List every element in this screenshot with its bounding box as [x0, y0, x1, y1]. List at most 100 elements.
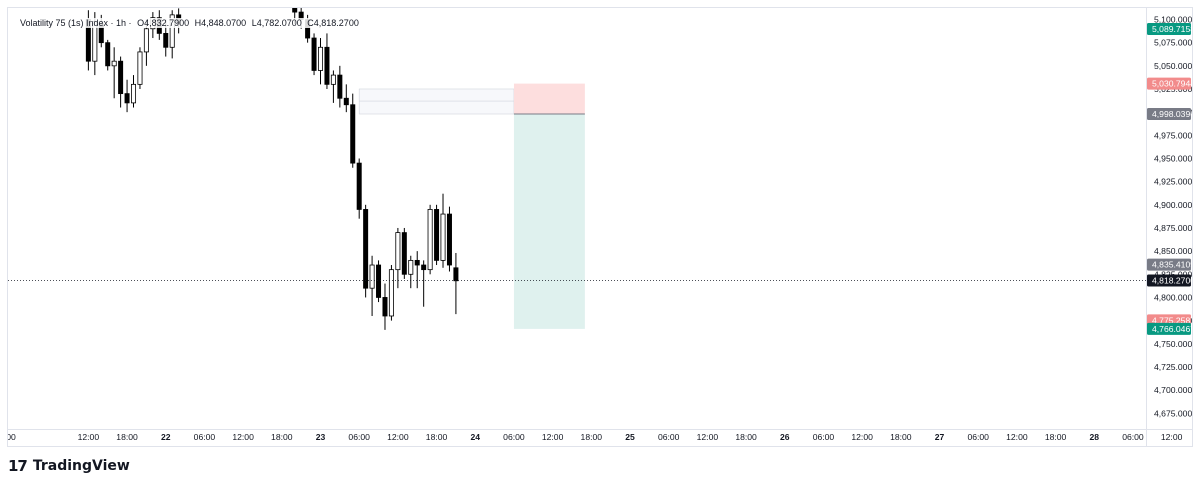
- x-tick-label: 18:00: [1045, 432, 1067, 442]
- x-tick-label: 18:00: [426, 432, 448, 442]
- candle-body: [124, 93, 130, 104]
- candle: [369, 255, 375, 316]
- tradingview-logo[interactable]: 17 TradingView: [8, 457, 130, 475]
- candle: [382, 283, 388, 330]
- logo-text: TradingView: [32, 458, 130, 474]
- y-tick-label: 4,825.0000: [1154, 269, 1193, 279]
- x-tick-label: 06:00: [1122, 432, 1144, 442]
- x-tick-label: 12:00: [542, 432, 564, 442]
- x-tick-label: 18:00: [581, 432, 603, 442]
- price-tag-label: 5,089.7158: [1152, 24, 1193, 34]
- y-tick-label: 4,950.0000: [1154, 153, 1193, 163]
- time-axis-divider: [8, 429, 1192, 430]
- x-tick-label: 27: [935, 432, 945, 442]
- price-tag: 5,089.7158: [1147, 23, 1193, 36]
- fvg-zone: [358, 88, 515, 115]
- candle: [446, 206, 452, 272]
- x-tick-label: 12:00: [78, 432, 100, 442]
- price-tag: 4,766.0467: [1147, 322, 1193, 335]
- y-tick-label: 4,925.0000: [1154, 177, 1193, 187]
- y-tick-label: 4,725.0000: [1154, 362, 1193, 372]
- price-tag-label: 5,030.7944: [1152, 79, 1193, 89]
- candle: [318, 38, 324, 85]
- x-tick-label: 06:00: [658, 432, 680, 442]
- candle: [330, 70, 336, 103]
- candle-body: [421, 264, 427, 271]
- price-tag: 4,818.2700: [1147, 274, 1193, 287]
- legend-low: L4,782.0700: [251, 18, 302, 28]
- take-profit-zone: [513, 113, 585, 329]
- x-tick-label: 23: [316, 432, 326, 442]
- legend-symbol: Volatility 75 (1s) Index · 1h ·: [20, 18, 132, 28]
- x-tick-label: 26: [780, 432, 790, 442]
- x-tick-label: 06:00: [194, 432, 216, 442]
- candle: [124, 79, 130, 113]
- candle-body: [131, 83, 137, 104]
- y-tick-label: 5,050.0000: [1154, 61, 1193, 71]
- y-tick-label: 5,075.0000: [1154, 38, 1193, 48]
- candle: [137, 47, 143, 89]
- x-tick-label: 25: [625, 432, 635, 442]
- x-tick-label: 12:00: [1006, 432, 1028, 442]
- candle: [105, 39, 111, 71]
- y-tick-label: 4,875.0000: [1154, 223, 1193, 233]
- symbol-legend: Volatility 75 (1s) Index · 1h · O4,832.7…: [18, 18, 364, 28]
- candle-body: [330, 74, 336, 85]
- candle: [376, 260, 382, 303]
- y-tick-label: 4,900.0000: [1154, 200, 1193, 210]
- candle-body: [408, 259, 414, 275]
- candle-body: [356, 162, 362, 210]
- candle-body: [440, 213, 446, 261]
- chart-frame[interactable]: 5,100.00005,075.00005,050.00005,025.0000…: [7, 7, 1193, 447]
- candle: [356, 158, 362, 219]
- legend-close: C4,818.2700: [307, 18, 359, 28]
- legend-open: O4,832.7900: [137, 18, 190, 28]
- candle-body: [343, 97, 349, 106]
- candle: [343, 84, 349, 113]
- price-tag-box: [1147, 77, 1191, 90]
- tradingview-logo-icon: 17: [8, 457, 28, 475]
- candle: [440, 193, 446, 268]
- candle-body: [143, 28, 149, 53]
- candle-body: [401, 232, 407, 275]
- candle-body: [434, 209, 440, 261]
- price-tag: 4,998.0396: [1147, 107, 1192, 120]
- candle-body: [446, 213, 452, 266]
- price-tag-label: 4,818.2700: [1152, 276, 1193, 286]
- candle-body: [350, 104, 356, 164]
- candle-body: [382, 297, 388, 317]
- candle-body: [318, 46, 324, 71]
- candle: [414, 251, 420, 289]
- price-tag: 5,030.7944: [1147, 77, 1193, 90]
- x-tick-label: 12:00: [387, 432, 409, 442]
- candle-body: [292, 8, 298, 13]
- candle: [118, 56, 124, 108]
- candle: [421, 260, 427, 307]
- y-tick-label: 4,800.0000: [1154, 292, 1193, 302]
- x-tick-label: 22: [161, 432, 171, 442]
- candle: [350, 93, 356, 168]
- candle-body: [105, 42, 111, 67]
- price-axis-divider: [1146, 8, 1147, 446]
- stop-loss-zone: [513, 83, 585, 114]
- x-tick-label: 28: [1089, 432, 1099, 442]
- candle-body: [414, 259, 420, 266]
- candle-body: [427, 209, 433, 271]
- candle: [395, 227, 401, 289]
- candle-body: [324, 46, 330, 85]
- chart-canvas[interactable]: 5,100.00005,075.00005,050.00005,025.0000…: [8, 8, 1193, 447]
- candle-body: [118, 60, 124, 95]
- price-tag-box: [1147, 258, 1191, 271]
- candle: [401, 227, 407, 279]
- price-tag-label: 4,766.0467: [1152, 324, 1193, 334]
- y-tick-label: 4,975.0000: [1154, 130, 1193, 140]
- price-tag-box: [1147, 23, 1191, 36]
- candle: [337, 65, 343, 108]
- candle-body: [395, 232, 401, 271]
- candle-body: [369, 264, 375, 289]
- candle-body: [169, 14, 175, 48]
- candle: [453, 252, 459, 315]
- candle: [363, 204, 369, 298]
- candle: [388, 265, 394, 321]
- legend-high: H4,848.0700: [194, 18, 247, 28]
